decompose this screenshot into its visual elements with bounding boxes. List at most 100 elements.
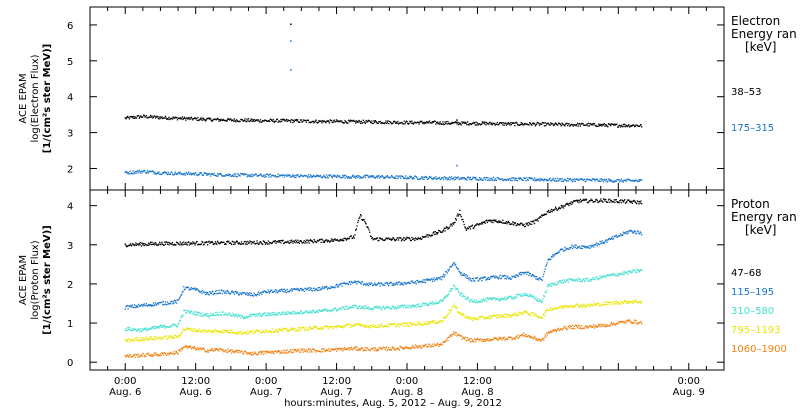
proton-series-2-point (467, 296, 469, 298)
proton-series-2-point (607, 275, 609, 277)
proton-series-1-point (407, 282, 409, 284)
proton-series-0-point (452, 222, 454, 224)
proton-series-4-point (290, 349, 292, 351)
proton-series-4-point (297, 349, 299, 351)
proton-series-4-point (197, 346, 199, 349)
proton-series-2-point (474, 300, 476, 303)
proton-series-1-point (607, 238, 610, 240)
electron-series-0-point (312, 120, 314, 123)
electron-series-1-point (269, 173, 271, 175)
electron-series-1-point (436, 178, 438, 180)
proton-series-2-point (171, 324, 174, 326)
electron-series-0-point (234, 120, 236, 122)
proton-series-1-point (479, 278, 481, 280)
electron-series-1-point (629, 179, 631, 181)
proton-series-4-point (230, 349, 232, 351)
proton-series-3-point (146, 339, 148, 341)
electron-series-0-point (140, 116, 143, 118)
proton-series-1-point (365, 284, 367, 286)
electron-series-0-point (443, 123, 445, 125)
electron-series-1-point (592, 178, 594, 180)
proton-series-0-point (436, 232, 438, 234)
proton-series-2-point (267, 313, 269, 315)
proton-series-2-point (488, 297, 490, 299)
proton-series-0-point (569, 203, 572, 205)
proton-series-2-point (508, 295, 510, 297)
proton-series-2-point (500, 299, 502, 301)
electron-series-1-point (191, 172, 193, 175)
electron-series-0-point (458, 122, 460, 124)
proton-series-4-point (257, 354, 259, 356)
electron-series-0-point (637, 125, 639, 127)
proton-series-0-point (402, 237, 405, 239)
proton-series-1-point (247, 294, 249, 296)
proton-series-2-point (236, 316, 238, 318)
proton-series-4-point (233, 351, 236, 354)
proton-series-2-point (217, 314, 219, 316)
proton-series-0-point (135, 244, 138, 246)
electron-series-1-point (134, 170, 136, 173)
proton-series-0-point (515, 224, 517, 227)
proton-series-0-point (300, 240, 302, 242)
electron-series-1-point (585, 180, 587, 182)
proton-series-2-point (466, 298, 468, 300)
proton-series-0-point (181, 242, 183, 244)
proton-series-0-point (213, 243, 215, 245)
proton-series-0-point (318, 240, 320, 242)
proton-series-3-point (198, 328, 200, 330)
proton-series-4-point (170, 352, 172, 354)
electron-series-1-point (257, 175, 259, 177)
proton-series-1-point (207, 292, 209, 294)
electron-series-0-point (195, 117, 198, 120)
electron-spike-point (290, 40, 292, 42)
proton-series-1-point (455, 266, 457, 268)
proton-series-1-point (347, 283, 350, 286)
proton-series-2-point (241, 315, 243, 317)
proton-series-1-point (600, 241, 603, 243)
proton-series-1-point (428, 278, 431, 281)
electron-series-0-point (235, 121, 237, 123)
proton-series-1-point (574, 244, 576, 246)
electron-series-0-point (547, 122, 549, 124)
proton-series-0-point (517, 224, 519, 226)
proton-series-2-point (382, 306, 384, 308)
proton-series-3-point (279, 329, 281, 332)
proton-series-0-point (272, 240, 274, 243)
proton-series-2-point (226, 313, 228, 315)
electron-series-0-point (423, 123, 425, 125)
proton-series-4-point (357, 348, 360, 350)
proton-series-0-point (229, 242, 231, 244)
electron-series-0-point (133, 115, 135, 118)
electron-series-1-point (358, 175, 360, 177)
electron-series-1-point (249, 176, 251, 178)
proton-series-0-point (564, 204, 567, 206)
proton-series-0-point (399, 237, 401, 239)
proton-series-3-point (267, 331, 269, 333)
proton-series-0-point (236, 240, 238, 242)
proton-series-1-point (512, 276, 515, 278)
proton-series-3-point (341, 326, 343, 328)
proton-series-4-point (243, 351, 245, 353)
proton-series-0-point (513, 221, 515, 224)
electron-series-0-point (207, 117, 209, 120)
proton-series-2-point (480, 299, 482, 301)
proton-series-3-point (483, 318, 485, 320)
electron-series-1-point (145, 172, 147, 174)
electron-series-1-point (465, 178, 467, 180)
proton-series-4-point (154, 352, 157, 354)
proton-series-1-point (361, 281, 363, 283)
proton-series-2-point (359, 307, 362, 309)
proton-series-3-point (450, 309, 452, 311)
proton-series-2-point (137, 329, 139, 331)
proton-series-3-point (583, 303, 585, 305)
proton-series-2-point (486, 297, 488, 299)
proton-series-1-point (242, 292, 244, 294)
proton-series-0-point (238, 243, 240, 245)
proton-series-2-point (470, 298, 472, 301)
electron-series-0-point (171, 118, 174, 120)
proton-series-3-point (420, 323, 422, 326)
proton-series-3-point (295, 330, 298, 332)
electron-series-1-point (323, 174, 325, 176)
proton-series-1-point (271, 289, 273, 291)
electron-series-1-point (208, 173, 210, 175)
